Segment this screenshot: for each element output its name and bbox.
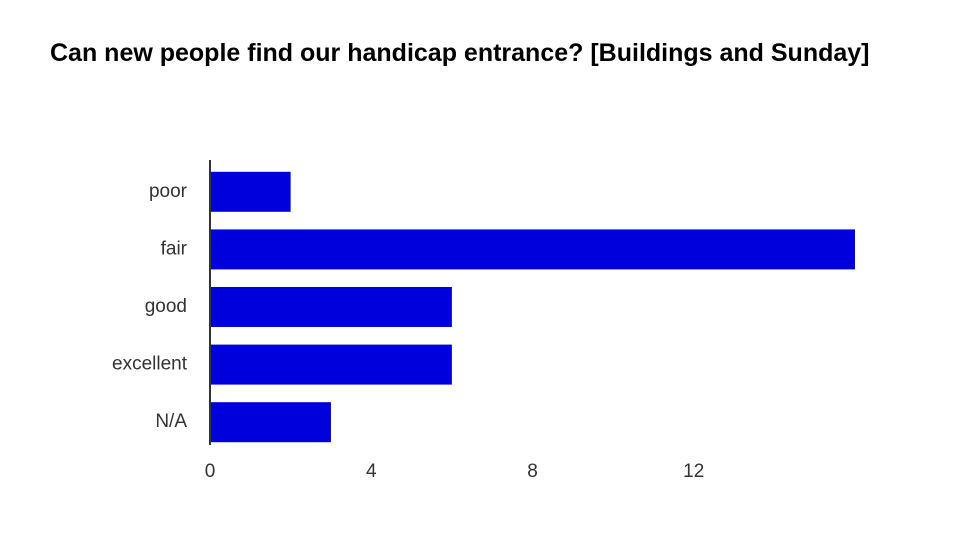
bar [210,402,331,443]
y-tick-label: N/A [155,411,187,432]
x-tick-label: 8 [527,461,538,482]
y-tick-label: excellent [112,354,188,375]
x-tick-label: 4 [366,461,377,482]
x-tick-label: 0 [205,461,216,482]
bar [210,171,291,212]
chart-title: Can new people find our handicap entranc… [50,39,870,67]
bar [210,229,855,270]
bar [210,287,452,327]
bar [210,344,452,385]
y-tick-label: fair [161,238,188,259]
y-tick-label: poor [149,181,188,202]
x-tick-label: 12 [683,461,704,482]
y-tick-label: good [145,296,187,317]
